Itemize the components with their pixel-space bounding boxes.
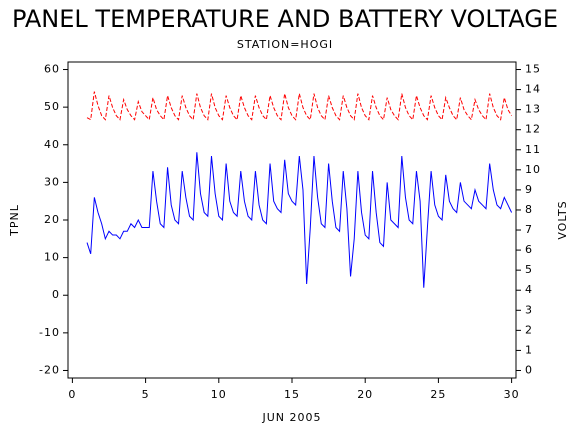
x-tick-label: 10 xyxy=(211,388,227,401)
y2-tick-label: 5 xyxy=(525,263,533,276)
series-line xyxy=(86,91,513,121)
y2-tick-label: 15 xyxy=(525,63,541,76)
y2-tick-label: 13 xyxy=(525,103,541,116)
y2-tick-label: 11 xyxy=(525,143,541,156)
x-tick-label: 0 xyxy=(68,388,76,401)
y2-tick-label: 1 xyxy=(525,343,533,356)
y2-tick-label: 7 xyxy=(525,223,533,236)
y-tick-label: 50 xyxy=(44,100,60,113)
series-line xyxy=(86,152,513,288)
y-tick-label: 40 xyxy=(44,138,60,151)
y-axis-label: TPNL xyxy=(8,204,21,237)
y2-axis-label: VOLTS xyxy=(556,200,569,239)
chart-title: PANEL TEMPERATURE AND BATTERY VOLTAGE xyxy=(12,5,558,33)
y-tick-label: 0 xyxy=(52,288,60,301)
x-axis-label: JUN 2005 xyxy=(261,411,321,424)
y2-tick-label: 2 xyxy=(525,323,533,336)
y2-tick-label: 0 xyxy=(525,363,533,376)
y-tick-label: -10 xyxy=(39,326,60,339)
y2-tick-label: 3 xyxy=(525,303,533,316)
x-tick-label: 25 xyxy=(430,388,446,401)
x-tick-label: 20 xyxy=(357,388,373,401)
y2-tick-label: 4 xyxy=(525,283,533,296)
y2-tick-label: 6 xyxy=(525,243,533,256)
chart-subtitle: STATION=HOGI xyxy=(237,38,333,51)
y2-tick-label: 8 xyxy=(525,203,533,216)
y2-tick-label: 9 xyxy=(525,183,533,196)
y-tick-label: 30 xyxy=(44,175,60,188)
y2-tick-label: 10 xyxy=(525,163,541,176)
y-tick-label: 10 xyxy=(44,251,60,264)
y2-tick-label: 14 xyxy=(525,83,541,96)
x-tick-label: 15 xyxy=(284,388,300,401)
y-tick-label: 60 xyxy=(44,63,60,76)
x-tick-label: 5 xyxy=(142,388,150,401)
plot-frame xyxy=(67,61,517,379)
x-tick-label: 30 xyxy=(504,388,520,401)
y2-tick-label: 12 xyxy=(525,123,541,136)
y-tick-label: 20 xyxy=(44,213,60,226)
y-tick-label: -20 xyxy=(39,363,60,376)
